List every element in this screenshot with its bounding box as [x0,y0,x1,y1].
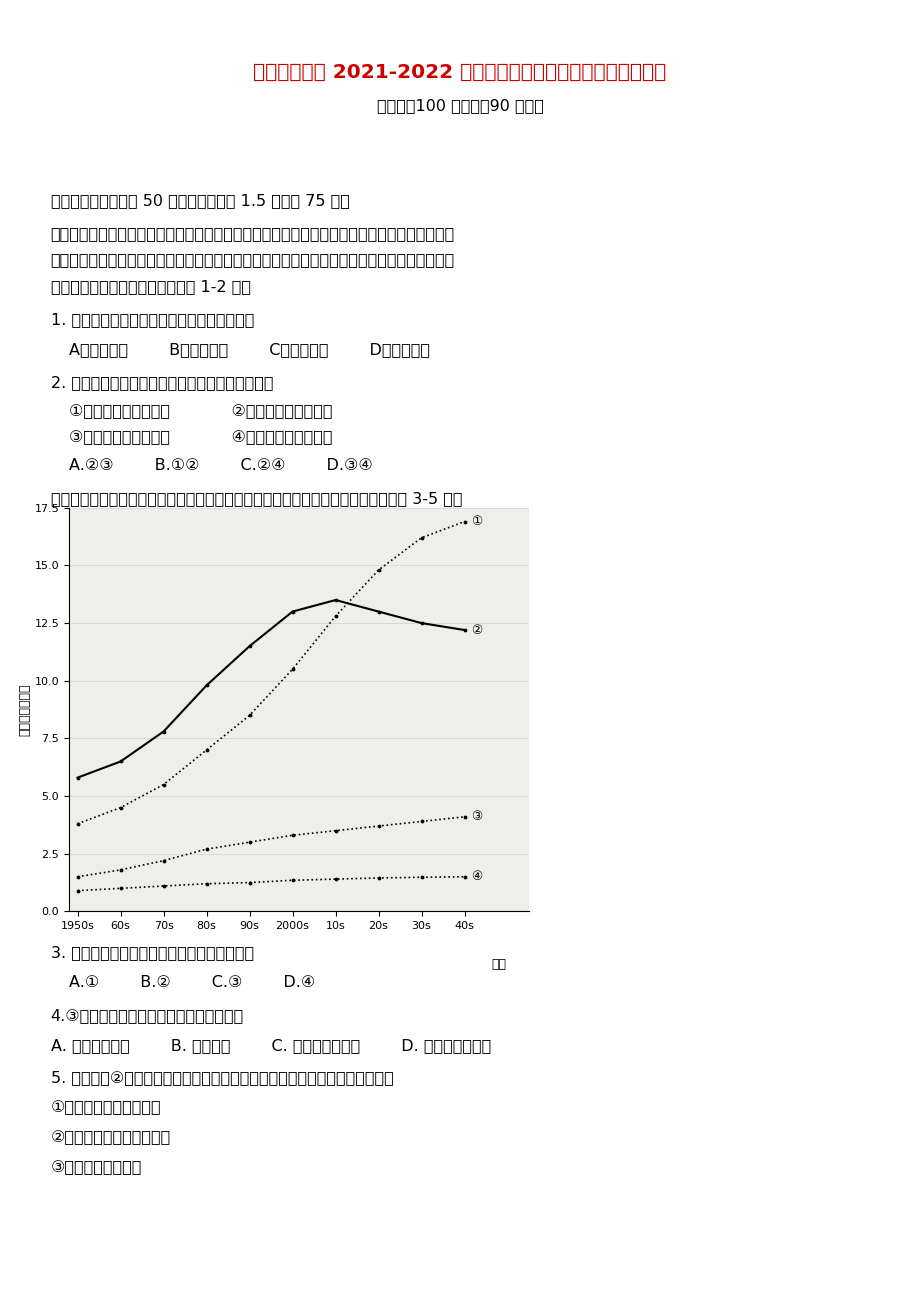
Text: A.②③        B.①②        C.②④        D.③④: A.②③ B.①② C.②④ D.③④ [69,458,372,474]
Text: 3. 代表印度人口数量增长及预测的曲线是（）: 3. 代表印度人口数量增长及预测的曲线是（） [51,945,254,961]
Text: A．北非地区        B．中美地区        C．东亚地区        D．南极地区: A．北非地区 B．中美地区 C．东亚地区 D．南极地区 [69,342,429,358]
Text: ③鼓励外来人口迁入: ③鼓励外来人口迁入 [51,1160,142,1176]
Text: ②: ② [471,624,482,637]
Text: ③水源充足，土壤肥沃            ④临海强国，交通便利: ③水源充足，土壤肥沃 ④临海强国，交通便利 [69,430,332,445]
Text: A.①        B.②        C.③        D.④: A.① B.② C.③ D.④ [69,975,315,991]
Text: 甘肃省天水市 2021-2022 学年高一地理下学期第一阶段考试试题: 甘肃省天水市 2021-2022 学年高一地理下学期第一阶段考试试题 [253,62,666,82]
Text: 年代: 年代 [491,957,505,970]
Text: （满分：100 分时间：90 分钟）: （满分：100 分时间：90 分钟） [376,98,543,113]
Text: 1. 下列地区中，属于人口分布稠密区的是（）: 1. 下列地区中，属于人口分布稠密区的是（） [51,312,254,328]
Y-axis label: 人口总数（亿）: 人口总数（亿） [18,684,32,736]
Text: ②禁止非医学胎儿性别鉴定: ②禁止非医学胎儿性别鉴定 [51,1130,171,1146]
Text: 2. 英国、法国、德国、荷兰人口稠密的原因是（）: 2. 英国、法国、德国、荷兰人口稠密的原因是（） [51,375,273,391]
Text: ①: ① [471,516,482,529]
Text: 下图为中国、美国、印度、俄罗斯四个国家人口数量的增长及预测曲线。读图，完成 3-5 题。: 下图为中国、美国、印度、俄罗斯四个国家人口数量的增长及预测曲线。读图，完成 3-… [51,491,461,506]
Text: 部、加拿大东南部地区，据此完成 1-2 题。: 部、加拿大东南部地区，据此完成 1-2 题。 [51,279,250,294]
Text: ①逐步放开计划生育政策: ①逐步放开计划生育政策 [51,1100,161,1116]
Text: ③: ③ [471,810,482,823]
Text: 一、选择题（本题有 50 道小题，每小题 1.5 分，共 75 分）: 一、选择题（本题有 50 道小题，每小题 1.5 分，共 75 分） [51,193,349,208]
Text: ①高原地区，光热充足            ②深居内陆，资源丰富: ①高原地区，光热充足 ②深居内陆，资源丰富 [69,404,332,419]
Text: 世界人口分布形成了明显的稠密区和稀疏区，四大人口稠密区是：中国东部、朝鲜半岛、日本中: 世界人口分布形成了明显的稠密区和稀疏区，四大人口稠密区是：中国东部、朝鲜半岛、日… [51,227,454,242]
Text: 4.③所代表的国家人口增长较快是因为（）: 4.③所代表的国家人口增长较快是因为（） [51,1008,244,1023]
Text: ④: ④ [471,870,482,883]
Text: 南部等地，印度、巴基斯坦、孟加拉国、斯里兰卡等国，英国、法国、德国、荷兰等国，美国东: 南部等地，印度、巴基斯坦、孟加拉国、斯里兰卡等国，英国、法国、德国、荷兰等国，美… [51,253,454,268]
Text: A. 自然增长率高        B. 出生率高        C. 外来人口迁入多        D. 社会保障程度高: A. 自然增长率高 B. 出生率高 C. 外来人口迁入多 D. 社会保障程度高 [51,1038,491,1053]
Text: 5. 为了缓解②代表的国家人口数量变化所带来的问题，下列措施合理的有（）: 5. 为了缓解②代表的国家人口数量变化所带来的问题，下列措施合理的有（） [51,1070,393,1086]
